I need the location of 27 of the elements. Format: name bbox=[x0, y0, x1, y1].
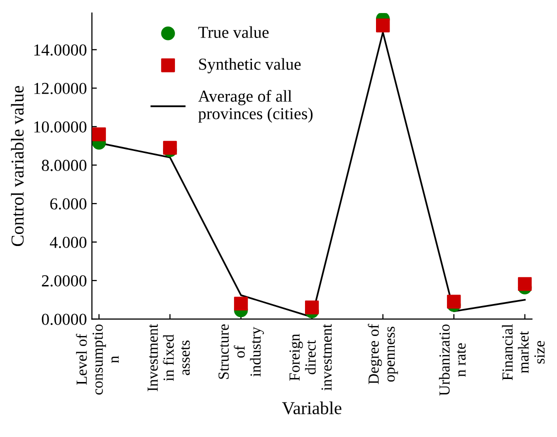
x-tick-label: Structure of industry bbox=[218, 324, 264, 379]
legend-label: Synthetic value bbox=[199, 58, 301, 74]
y-tick-label: 12.0000 bbox=[34, 82, 86, 94]
y-tick-label: 6.000 bbox=[50, 198, 86, 210]
y-tick-label: 10.0000 bbox=[34, 121, 86, 133]
legend-label: Average of all provinces (cities) bbox=[198, 90, 313, 123]
y-tick-label: 4.000 bbox=[50, 236, 86, 248]
y-tick-label: 0.0000 bbox=[42, 314, 86, 326]
y-tick-label: 8.0000 bbox=[42, 160, 86, 172]
x-tick-label: Urbanizatio n rate bbox=[438, 324, 466, 396]
point bbox=[92, 127, 106, 142]
point bbox=[234, 296, 248, 311]
point bbox=[305, 300, 319, 314]
x-tick-label: Investment in fixed assets bbox=[148, 324, 190, 392]
point bbox=[376, 18, 390, 32]
y-tick-label: 14.0000 bbox=[34, 44, 86, 56]
x-axis-title: Variable bbox=[282, 402, 342, 414]
legend-label: True value bbox=[198, 26, 269, 38]
point bbox=[446, 294, 461, 309]
point bbox=[518, 277, 532, 291]
point bbox=[163, 140, 177, 155]
y-axis-title: Control variable value bbox=[10, 86, 24, 246]
x-tick-label: Degree of openness bbox=[368, 324, 398, 384]
y-tick-label: 2.0000 bbox=[42, 275, 86, 287]
x-tick-label: Foreign direct investment bbox=[289, 324, 332, 391]
x-tick-label: Level of consumptio n bbox=[76, 324, 119, 395]
x-tick-label: Financial market size bbox=[502, 324, 545, 380]
